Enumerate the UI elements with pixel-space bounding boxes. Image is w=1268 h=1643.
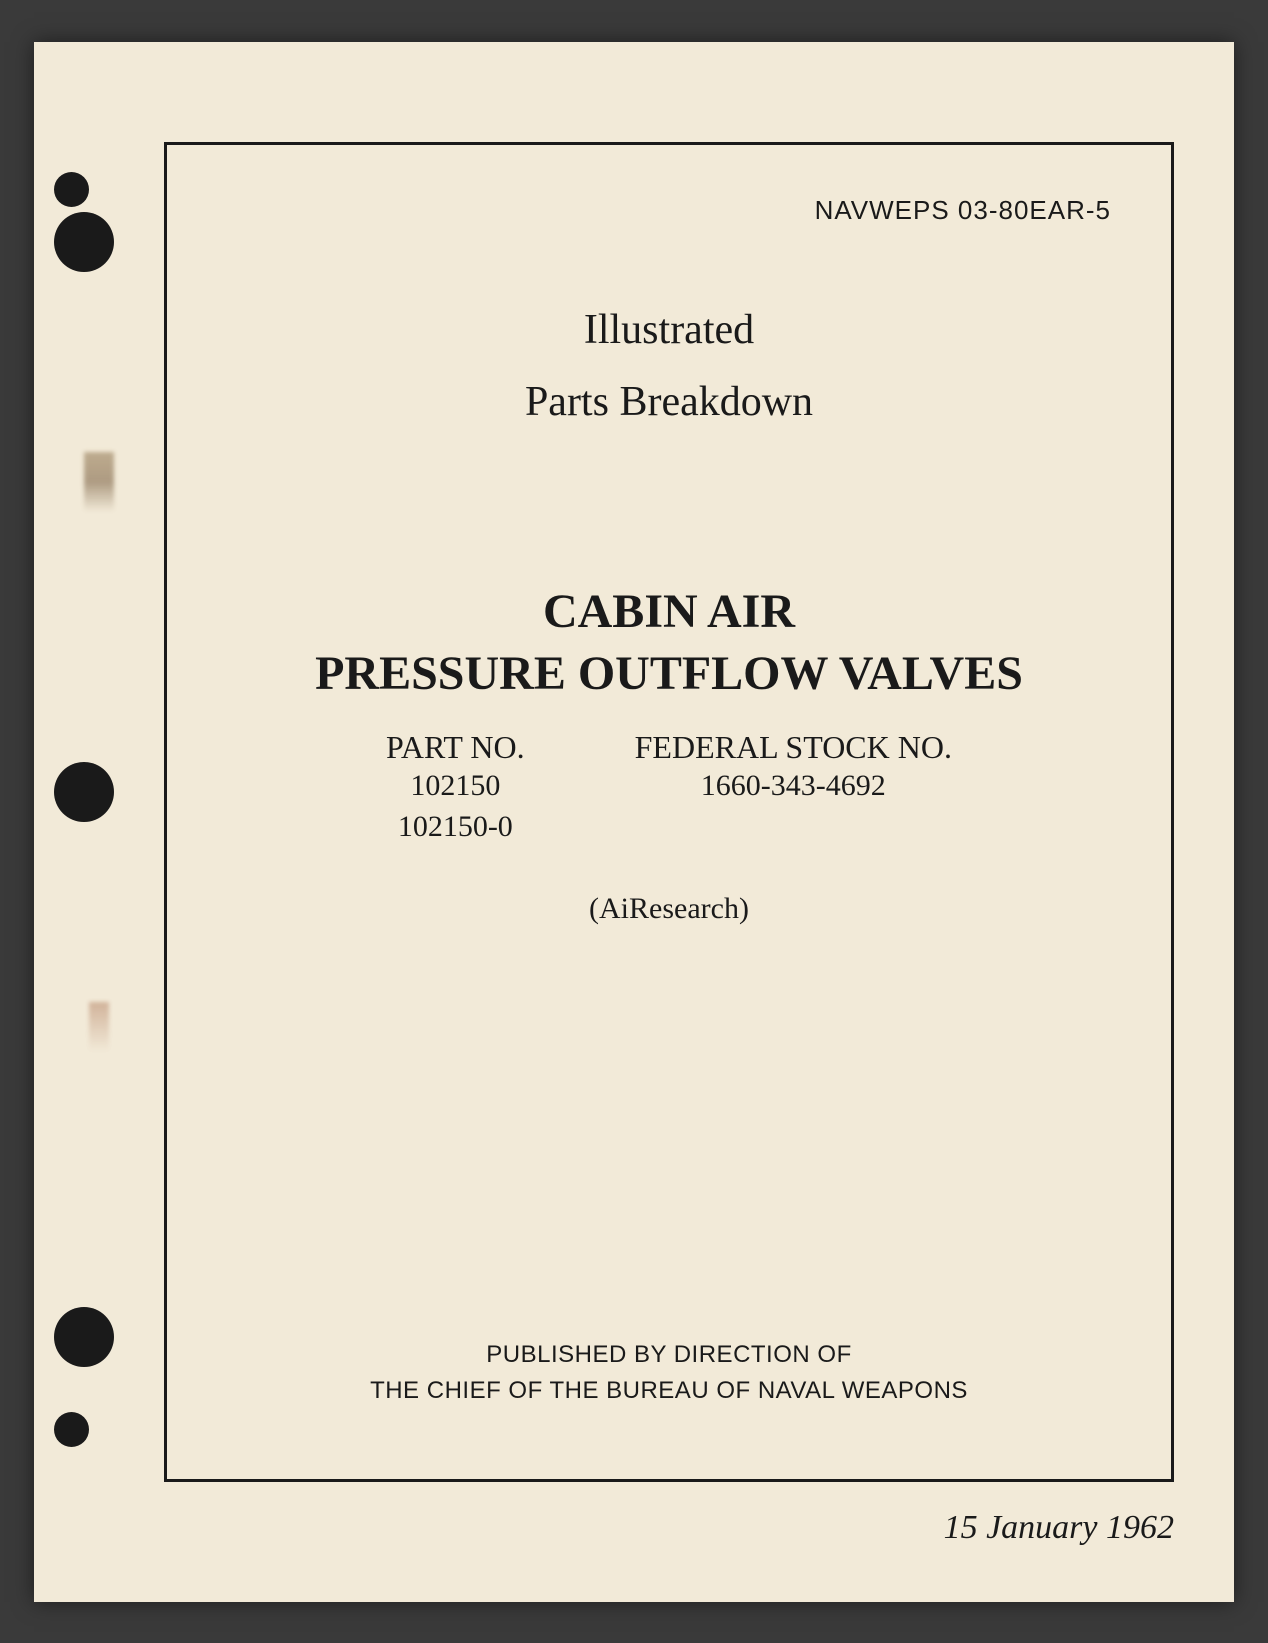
paper-stain bbox=[84, 452, 114, 512]
manufacturer: (AiResearch) bbox=[227, 892, 1111, 926]
publisher-line-2: THE CHIEF OF THE BUREAU OF NAVAL WEAPONS bbox=[167, 1373, 1171, 1409]
punch-hole bbox=[54, 762, 114, 822]
federal-stock-label: FEDERAL STOCK NO. bbox=[635, 729, 952, 766]
document-id: NAVWEPS 03-80EAR-5 bbox=[227, 195, 1111, 226]
main-title-line-1: CABIN AIR bbox=[227, 581, 1111, 643]
punch-hole bbox=[54, 172, 89, 207]
part-number-column: PART NO. 102150 102150-0 bbox=[386, 729, 525, 847]
main-title-block: CABIN AIR PRESSURE OUTFLOW VALVES bbox=[227, 581, 1111, 706]
punch-hole bbox=[54, 1307, 114, 1367]
federal-stock-number: 1660-343-4692 bbox=[635, 766, 952, 807]
punch-hole bbox=[54, 212, 114, 272]
part-number-1: 102150 bbox=[386, 766, 525, 807]
document-page: NAVWEPS 03-80EAR-5 Illustrated Parts Bre… bbox=[34, 42, 1234, 1602]
main-title-line-2: PRESSURE OUTFLOW VALVES bbox=[227, 643, 1111, 705]
federal-stock-column: FEDERAL STOCK NO. 1660-343-4692 bbox=[635, 729, 952, 847]
paper-stain bbox=[89, 1002, 109, 1052]
title-line-2: Parts Breakdown bbox=[227, 378, 1111, 426]
publication-date: 15 January 1962 bbox=[944, 1509, 1174, 1547]
part-number-2: 102150-0 bbox=[386, 807, 525, 848]
publisher-block: PUBLISHED BY DIRECTION OF THE CHIEF OF T… bbox=[167, 1337, 1171, 1409]
title-line-1: Illustrated bbox=[227, 306, 1111, 354]
part-columns: PART NO. 102150 102150-0 FEDERAL STOCK N… bbox=[227, 729, 1111, 847]
publisher-line-1: PUBLISHED BY DIRECTION OF bbox=[167, 1337, 1171, 1373]
content-frame: NAVWEPS 03-80EAR-5 Illustrated Parts Bre… bbox=[164, 142, 1174, 1482]
part-no-label: PART NO. bbox=[386, 729, 525, 766]
punch-hole bbox=[54, 1412, 89, 1447]
